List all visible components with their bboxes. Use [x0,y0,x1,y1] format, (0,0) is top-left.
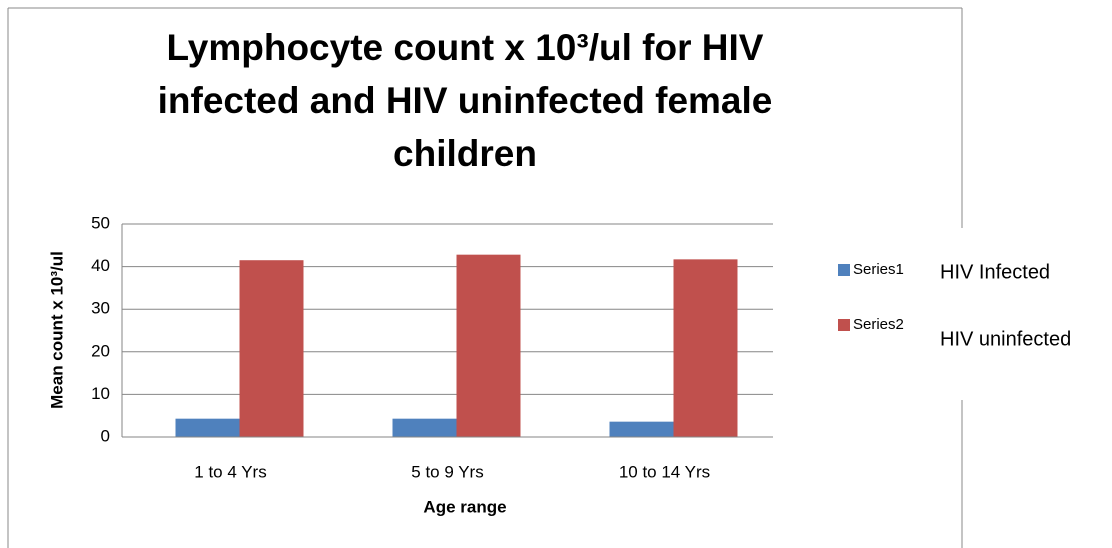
bar [456,254,521,437]
y-tick-label: 10 [91,384,110,403]
x-tick-label: 5 to 9 Yrs [411,462,483,481]
legend-label: HIV uninfected [940,328,1071,350]
y-axis-label: Mean count x 10³/ul [47,251,66,409]
legend-underlying-label: Series2 [853,316,904,333]
bar [175,418,240,437]
legend-label: HIV Infected [940,261,1050,283]
bar [609,421,674,437]
legend-swatch [838,264,850,276]
legend-underlying-label: Series1 [853,261,904,278]
bar [392,418,457,437]
x-tick-label: 1 to 4 Yrs [194,462,266,481]
x-tick-label: 10 to 14 Yrs [619,462,710,481]
x-axis-label: Age range [423,497,506,516]
bar [239,260,304,437]
y-tick-label: 20 [91,341,110,360]
bar [673,259,738,437]
y-tick-label: 30 [91,299,110,318]
y-tick-label: 0 [101,426,110,445]
chart-title: Lymphocyte count x 10³/ul for HIV infecte… [158,27,773,174]
legend-swatch [838,319,850,331]
y-tick-label: 40 [91,256,110,275]
y-tick-label: 50 [91,213,110,232]
legend-overlay [926,228,1112,400]
